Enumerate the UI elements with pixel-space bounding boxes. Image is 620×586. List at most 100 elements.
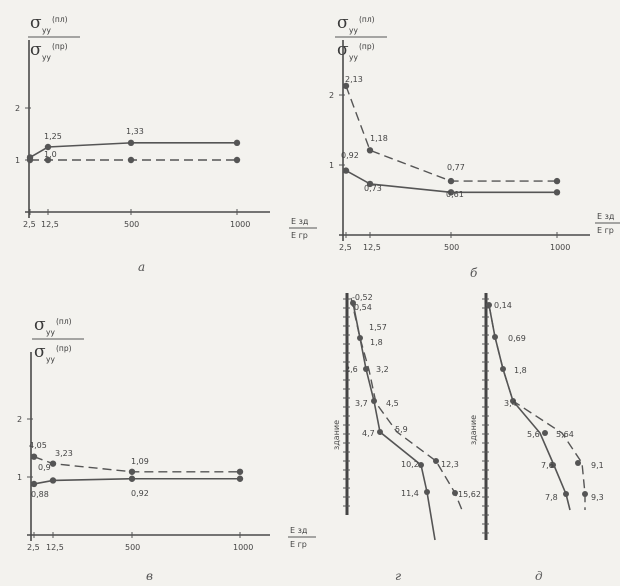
series-line-dashed [345,85,557,182]
data-point [563,491,569,497]
x-tick-label: 500 [125,543,140,552]
data-point [366,180,374,188]
data-point [236,468,244,475]
data-point [357,335,363,341]
data-point [30,453,38,460]
x-title-numerator: E зд [291,217,309,226]
data-label: 3,2 [376,365,389,374]
data-point [447,189,455,196]
data-point [128,468,136,475]
data-label: 3,23 [55,449,73,458]
x-tick-label: 12,5 [363,243,381,252]
y-title-denominator-sub: yy [46,355,55,364]
x-title-numerator: E зд [597,212,615,221]
data-point [553,177,561,185]
data-point [127,156,135,164]
data-point [486,302,492,308]
data-point [424,489,430,495]
data-point [128,475,136,482]
data-label: 1,8 [514,366,527,375]
panel-caption: г [395,569,401,583]
data-label: 0,61 [446,190,464,199]
data-label: 1,8 [370,338,383,347]
x-title-denominator: E гр [597,226,614,235]
data-point [49,477,57,484]
data-label: 0,77 [447,163,465,172]
y-title-numerator-sub: yy [46,328,55,337]
data-label: 5,6 [527,430,540,439]
data-point [236,475,244,482]
data-point [542,430,548,436]
data-point [363,366,369,372]
y-tick-label: 2 [17,415,22,424]
series-line-dashed [488,304,586,510]
data-point [550,462,556,468]
building-label: здание [469,415,478,445]
data-point [49,460,57,467]
data-point [575,460,581,466]
data-label: 3,4 [504,399,517,408]
y-title-numerator-sup: (пл) [56,317,72,326]
y-title-numerator: σ [34,315,46,335]
data-label: 5,64 [556,430,574,439]
y-title-numerator: σ [30,13,42,33]
y-title-denominator-sup: (пр) [359,42,375,51]
data-point [44,143,52,151]
data-point [127,139,135,147]
data-label: 5,9 [395,425,408,434]
data-point [452,490,458,496]
x-tick-label: 2,5 [339,243,352,252]
data-label: 10,2 [401,460,419,469]
data-label: 1,18 [370,134,388,143]
data-label: 0,88 [31,490,49,499]
series-line-dashed [33,456,240,473]
data-label: 11,4 [401,489,419,498]
data-label: 9,1 [591,461,604,470]
y-tick-label: 2 [15,104,20,113]
data-label: 1,57 [369,323,387,332]
x-tick-label: 12,5 [46,543,64,552]
data-point [371,398,377,404]
data-point [500,366,506,372]
y-title-numerator: σ [337,13,349,33]
data-point [447,177,455,185]
x-tick-label: 1000 [230,220,250,229]
data-label: 0,69 [508,334,526,343]
data-label: 0,54 [354,303,372,312]
data-label: 0,14 [494,301,512,310]
data-point [366,147,374,154]
data-label: 2,6 [345,365,358,374]
data-label: 0,73 [364,184,382,193]
data-label: 4,5 [386,399,399,408]
y-title-denominator-sub: yy [42,53,51,62]
x-tick-label: 1000 [233,543,253,552]
data-label: 2,13 [345,75,363,84]
data-point [30,480,38,488]
data-label: 0,9 [38,463,51,472]
building-label: здание [332,420,341,450]
data-point [377,429,383,435]
x-tick-label: 500 [124,220,139,229]
data-label: 9,3 [591,493,604,502]
panel-caption: д [535,569,543,583]
data-point [233,139,241,147]
data-point [26,156,34,164]
data-label: 12,3 [441,460,459,469]
data-point [510,398,516,404]
panel-caption: б [470,266,478,280]
data-label: 1,25 [44,132,62,141]
x-tick-label: 2,5 [23,220,36,229]
y-title-denominator: σ [30,40,42,60]
data-point [342,82,350,90]
y-title-numerator-sub: yy [349,26,358,35]
x-tick-label: 12,5 [41,220,59,229]
y-tick-label: 2 [329,91,334,100]
data-point [553,189,561,196]
y-title-numerator-sup: (пл) [52,15,68,24]
data-point [418,462,424,468]
data-label: 15,62 [458,490,481,499]
data-label: 0,92 [131,489,149,498]
panel-caption: в [146,569,153,583]
data-point [44,156,52,164]
data-point [492,334,498,340]
